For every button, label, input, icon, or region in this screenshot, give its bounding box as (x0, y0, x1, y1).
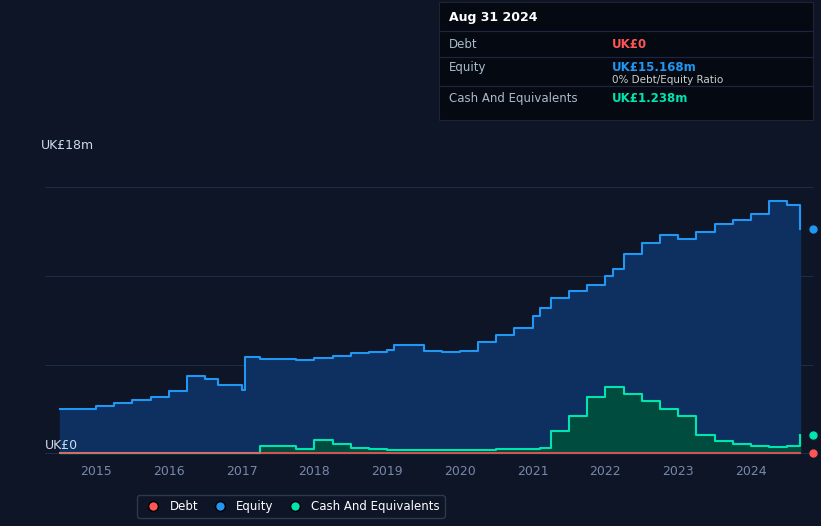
Text: Debt: Debt (449, 38, 478, 52)
Text: Equity: Equity (449, 61, 487, 74)
Legend: Debt, Equity, Cash And Equivalents: Debt, Equity, Cash And Equivalents (137, 495, 445, 518)
Text: UK£0: UK£0 (45, 439, 78, 452)
Text: Cash And Equivalents: Cash And Equivalents (449, 93, 578, 105)
Text: UK£18m: UK£18m (41, 139, 94, 152)
Text: UK£0: UK£0 (612, 38, 647, 52)
Text: UK£1.238m: UK£1.238m (612, 93, 688, 105)
Text: Aug 31 2024: Aug 31 2024 (449, 11, 538, 24)
Text: 0% Debt/Equity Ratio: 0% Debt/Equity Ratio (612, 75, 723, 86)
Text: UK£15.168m: UK£15.168m (612, 61, 696, 74)
